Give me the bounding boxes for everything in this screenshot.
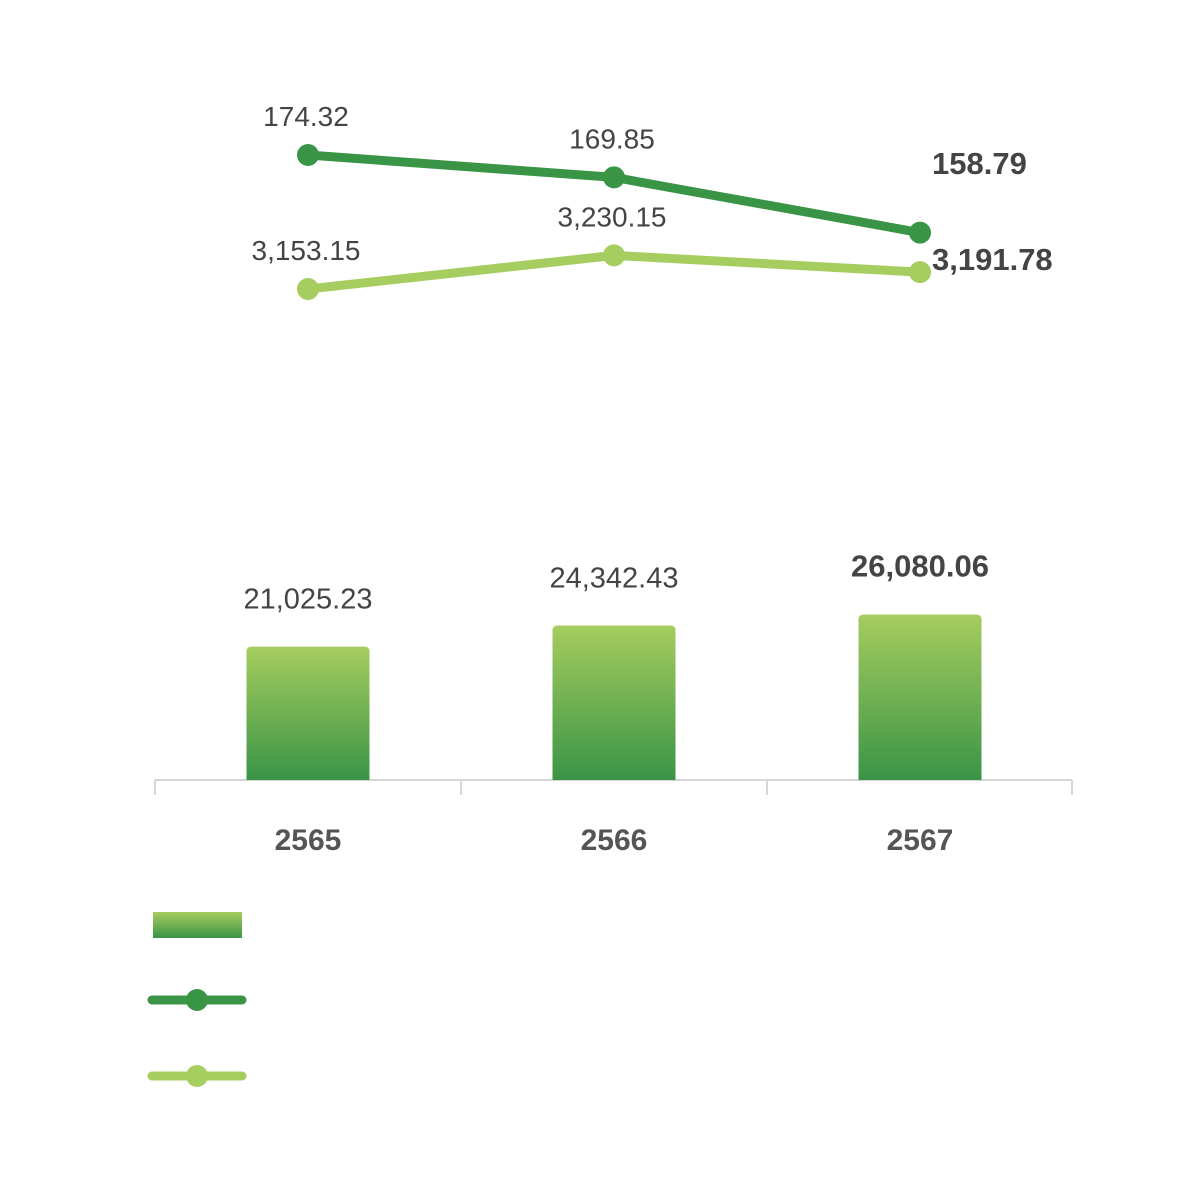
bar — [246, 646, 370, 780]
line-value-label: 169.85 — [569, 123, 655, 154]
legend — [147, 912, 247, 1087]
bar-value-label: 26,080.06 — [851, 549, 989, 584]
bar-series — [246, 614, 982, 780]
line-point — [297, 278, 319, 300]
x-tick-label: 2567 — [887, 824, 954, 857]
legend-marker — [186, 989, 208, 1011]
line-value-label: 174.32 — [263, 101, 349, 132]
line-value-label: 158.79 — [932, 146, 1027, 181]
bar — [552, 625, 676, 780]
legend-bar-swatch — [153, 912, 242, 938]
bar-value-label: 24,342.43 — [549, 563, 678, 595]
line-value-label: 3,153.15 — [252, 235, 361, 266]
line-series-group — [297, 144, 931, 300]
line-point — [909, 221, 931, 244]
line-point — [297, 144, 319, 166]
legend-marker — [186, 1065, 208, 1087]
bar — [858, 614, 982, 780]
line-point — [603, 244, 625, 267]
bar-value-label: 21,025.23 — [243, 584, 372, 616]
line-point — [909, 261, 931, 284]
x-tick-label: 2565 — [275, 824, 342, 857]
line-point — [603, 166, 625, 189]
x-tick-label: 2566 — [581, 824, 648, 857]
data-labels: 21,025.23 24,342.43 26,080.06 174.32 169.85 1… — [243, 101, 1052, 616]
line-value-label: 3,230.15 — [558, 201, 667, 232]
x-axis: 2565 2566 2567 — [154, 779, 1073, 857]
line-value-label: 3,191.78 — [932, 242, 1053, 277]
